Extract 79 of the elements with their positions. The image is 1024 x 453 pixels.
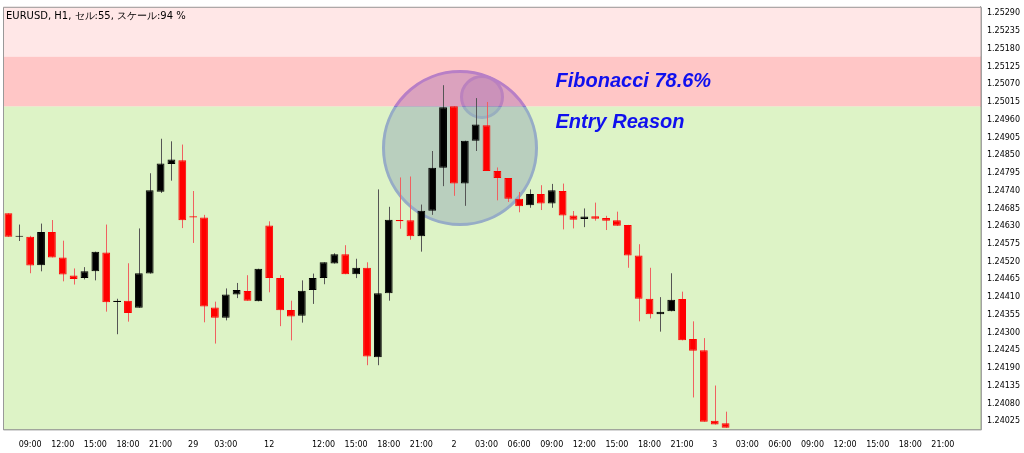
y-tick-label: 1.24465 xyxy=(986,274,1021,284)
chart-title: EURUSD, H1, セル:55, スケール:94 % xyxy=(6,10,186,22)
y-tick-label: 1.25235 xyxy=(986,26,1021,36)
y-tick-label: 1.24960 xyxy=(986,114,1021,124)
y-tick-label: 1.25015 xyxy=(986,97,1021,107)
candlestick xyxy=(308,273,317,305)
y-tick-label: 1.24795 xyxy=(986,168,1021,178)
x-tick-label: 29 xyxy=(188,440,199,450)
x-tick-label: 03:00 xyxy=(735,440,759,450)
band-label: Fibonacci 78.6% xyxy=(555,69,712,92)
candlestick xyxy=(167,140,176,182)
x-tick-label: 12:00 xyxy=(572,440,596,450)
y-tick-label: 1.24520 xyxy=(986,256,1021,266)
y-tick-label: 1.24135 xyxy=(986,380,1021,390)
candlestick xyxy=(341,244,350,275)
candlestick xyxy=(667,272,676,312)
x-tick-label: 15:00 xyxy=(344,440,368,450)
candlestick xyxy=(124,262,132,323)
x-tick-label: 09:00 xyxy=(800,440,825,450)
y-tick-label: 1.24025 xyxy=(986,416,1021,426)
x-tick-label: 09:00 xyxy=(540,440,564,450)
candlestick xyxy=(504,177,513,203)
x-tick-label: 12:00 xyxy=(51,440,75,450)
x-tick-label: 06:00 xyxy=(507,440,531,450)
candlestick xyxy=(580,207,589,228)
x-tick-label: 03:00 xyxy=(474,440,499,450)
x-tick-label: 21:00 xyxy=(931,440,955,450)
candlestick xyxy=(91,251,100,281)
x-tick-label: 18:00 xyxy=(377,440,401,450)
y-tick-label: 1.24245 xyxy=(986,345,1021,355)
candlestick xyxy=(417,204,426,253)
x-tick-label: 21:00 xyxy=(670,440,694,450)
x-tick-label: 21:00 xyxy=(149,440,173,450)
candlestick xyxy=(47,219,56,258)
x-tick-label: 12 xyxy=(264,440,275,450)
y-tick-label: 1.24850 xyxy=(986,150,1021,160)
x-tick-label: 18:00 xyxy=(898,440,922,450)
candlestick xyxy=(710,385,719,426)
x-tick-label: 15:00 xyxy=(866,440,890,450)
x-tick-label: 3 xyxy=(712,440,718,450)
y-tick-label: 1.24575 xyxy=(986,238,1021,248)
x-tick-label: 2 xyxy=(451,440,457,450)
x-tick-label: 03:00 xyxy=(214,440,238,450)
annotation: Entry Reason xyxy=(555,110,685,132)
candlestick xyxy=(471,97,480,152)
y-tick-label: 1.24685 xyxy=(986,203,1021,213)
candlestick xyxy=(352,258,361,279)
x-tick-label: 21:00 xyxy=(409,440,433,450)
candlestick xyxy=(536,184,545,211)
x-tick-label: 12:00 xyxy=(312,440,336,450)
candlestick xyxy=(287,300,295,341)
x-tick-label: 12:00 xyxy=(833,440,857,450)
candlestick xyxy=(493,166,502,201)
y-tick-label: 1.25290 xyxy=(986,8,1021,18)
candlestick xyxy=(591,202,600,222)
y-tick-label: 1.24410 xyxy=(986,292,1021,302)
y-tick-label: 1.25070 xyxy=(986,79,1021,89)
y-tick-label: 1.24740 xyxy=(986,185,1021,195)
y-tick-label: 1.24905 xyxy=(986,132,1021,142)
x-tick-label: 18:00 xyxy=(637,440,662,450)
candlestick xyxy=(689,320,697,398)
x-tick-label: 15:00 xyxy=(83,440,107,450)
x-tick-label: 09:00 xyxy=(18,440,42,450)
x-tick-label: 15:00 xyxy=(605,440,629,450)
candlestick xyxy=(210,301,219,345)
y-tick-label: 1.24300 xyxy=(986,327,1021,337)
x-tick-label: 06:00 xyxy=(768,440,792,450)
y-tick-label: 1.24355 xyxy=(986,309,1021,319)
candlestick xyxy=(221,287,230,321)
candlestick xyxy=(297,279,306,324)
y-tick-label: 1.24630 xyxy=(986,221,1021,231)
y-tick-label: 1.24080 xyxy=(986,398,1021,408)
y-tick-label: 1.24190 xyxy=(986,363,1021,373)
candlestick xyxy=(547,183,556,209)
x-tick-label: 18:00 xyxy=(116,440,140,450)
y-tick-label: 1.25180 xyxy=(986,43,1021,53)
y-tick-label: 1.25125 xyxy=(986,61,1021,71)
candlestick xyxy=(58,240,67,282)
candlestick xyxy=(515,191,524,213)
